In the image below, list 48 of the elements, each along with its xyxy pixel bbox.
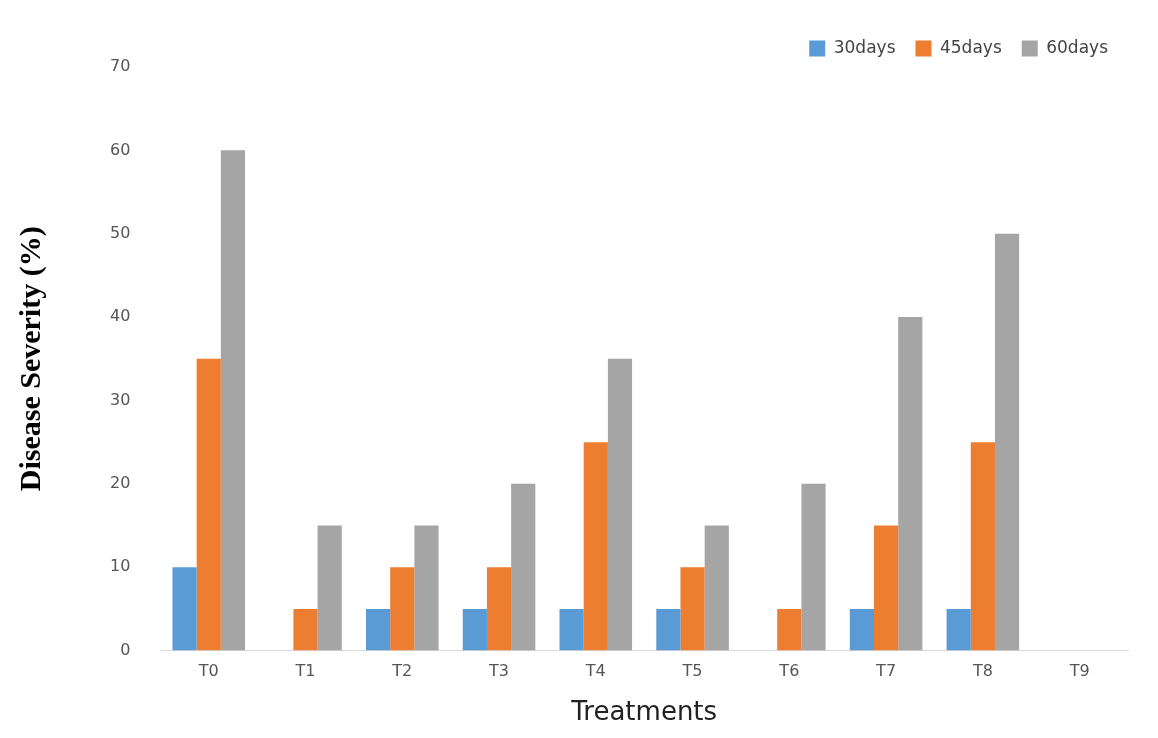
bar [873,525,899,651]
bar [849,608,874,651]
bar [172,567,197,651]
y-tick-label: 40 [110,306,131,326]
bar [390,567,415,651]
x-tick-label: T9 [1068,661,1090,681]
y-tick-label: 60 [110,139,131,159]
bar [970,442,995,651]
x-tick-label: T5 [681,661,703,681]
bar [365,608,391,651]
bar [777,608,802,651]
bar [994,233,1020,651]
bar [511,483,536,651]
x-axis-title: Treatments [570,696,718,727]
x-tick-label: T7 [875,661,897,681]
y-axis-title: Disease Severity (%) [12,226,47,492]
bar [898,317,923,651]
bar [607,358,633,651]
bar [293,608,318,651]
x-tick-label: T3 [488,661,510,681]
bar [220,150,246,651]
bar [462,608,487,651]
bar [583,442,608,651]
legend-label: 30days [833,36,896,57]
y-tick-label: 30 [110,389,131,409]
y-tick-label: 0 [120,639,131,659]
x-tick-label: T1 [294,661,316,681]
bar [656,608,681,651]
bar [680,567,705,651]
x-tick-label: T4 [584,661,606,681]
bar [317,525,342,651]
x-tick-label: T2 [391,661,413,681]
x-tick-label: T8 [971,661,993,681]
bar [196,358,221,651]
y-tick-label: 70 [110,56,131,76]
bar [801,483,826,651]
y-tick-label: 10 [110,556,131,576]
bar [704,525,729,651]
x-tick-label: T0 [197,661,219,681]
bar [559,608,584,651]
bar [946,608,971,651]
bar [414,525,439,651]
bar [486,567,512,651]
y-tick-label: 50 [110,222,131,242]
x-tick-label: T6 [778,661,800,681]
y-tick-label: 20 [110,473,131,493]
legend-label: 45days [939,36,1002,57]
legend-label: 60days [1046,36,1109,57]
